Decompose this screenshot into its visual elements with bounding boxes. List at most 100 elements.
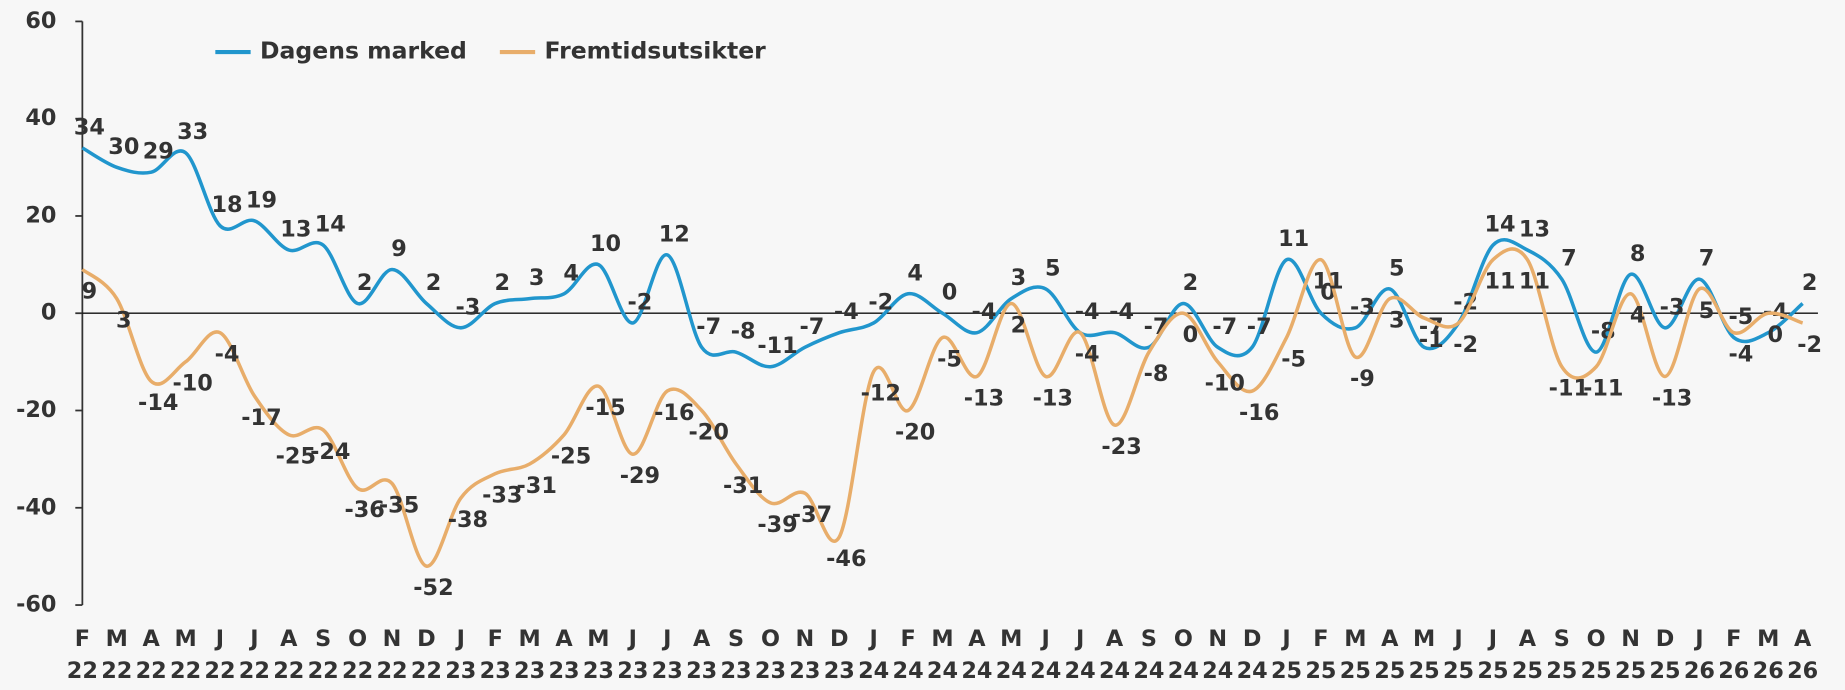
data-label: -7 [1212, 314, 1237, 340]
x-tick-label: A 22 [273, 626, 305, 684]
x-tick-label-box: J 26 [1684, 626, 1715, 684]
x-tick-label: J 25 [1270, 626, 1303, 684]
x-tick-label-box: J 25 [1477, 626, 1509, 684]
data-label: -15 [585, 395, 625, 421]
y-tick-label: 40 [25, 105, 56, 131]
x-tick-label-box: J 25 [1443, 626, 1475, 684]
x-tick-label-box: M 26 [1753, 626, 1784, 684]
data-label: 4 [1630, 303, 1646, 329]
x-tick-label-box: S 25 [1546, 626, 1577, 684]
x-tick-label: A 22 [135, 626, 167, 684]
x-tick-label-box: M 25 [1408, 626, 1440, 684]
x-tick-label: D 24 [1236, 626, 1268, 684]
x-tick-label: J 25 [1477, 626, 1509, 684]
data-label: -16 [1239, 400, 1279, 426]
x-tick-label: M 25 [1408, 626, 1440, 684]
x-tick-label: O 22 [342, 626, 374, 684]
data-label: 2 [1802, 270, 1818, 296]
x-tick-label: N 22 [376, 626, 408, 684]
x-tick-label: F 26 [1718, 626, 1750, 684]
data-label: -33 [482, 483, 522, 509]
data-label: 0 [1768, 322, 1784, 348]
x-tick-label-box: M 22 [170, 626, 202, 684]
x-tick-label: S 24 [1133, 626, 1165, 684]
x-tick-label: J 25 [1443, 626, 1475, 684]
data-label: 7 [1699, 246, 1715, 272]
data-label: 11 [1278, 226, 1309, 252]
x-tick-label: N 25 [1615, 626, 1647, 684]
x-tick-label: N 24 [1202, 626, 1234, 684]
data-label: -11 [1549, 376, 1589, 402]
x-tick-label-box: J 22 [204, 626, 235, 684]
data-label: 0 [942, 280, 958, 306]
data-label: 8 [1630, 241, 1646, 267]
legend-label: Fremtidsutsikter [545, 37, 767, 65]
x-tick-label-box: M 24 [927, 626, 958, 684]
data-label: -25 [276, 444, 316, 470]
series-line [81, 247, 1804, 568]
y-tick-label: 0 [41, 300, 57, 326]
x-tick-label: A 25 [1374, 626, 1406, 684]
data-label: 2 [495, 270, 511, 296]
data-label: -11 [757, 333, 797, 359]
data-label: -7 [696, 314, 721, 340]
data-label: -5 [1281, 346, 1306, 372]
data-label: -17 [241, 405, 281, 431]
data-label: 0 [1183, 322, 1199, 348]
data-label: 3 [1389, 307, 1405, 333]
x-tick-label-box: J 22 [238, 626, 270, 684]
legend-label: Dagens marked [260, 37, 467, 65]
y-tick-label: -20 [16, 397, 56, 423]
data-label: 2 [1011, 312, 1027, 338]
data-label: -20 [689, 419, 729, 445]
x-tick-label: D 22 [410, 626, 442, 684]
data-label: -4 [972, 299, 997, 325]
data-label: -13 [1033, 385, 1073, 411]
data-label: 5 [1389, 255, 1405, 281]
x-tick-label: J 24 [1030, 626, 1062, 684]
x-tick-label: M 23 [582, 626, 614, 684]
data-label: 11 [1312, 269, 1343, 295]
x-tick-label-box: A 24 [1099, 626, 1130, 684]
data-label: 14 [1485, 212, 1516, 238]
x-tick-label: A 23 [548, 626, 580, 684]
x-tick-label: J 24 [1064, 626, 1096, 684]
data-label: 13 [1519, 217, 1550, 243]
data-label: 11 [1485, 269, 1516, 295]
x-tick-label: M 25 [1339, 626, 1371, 684]
x-tick-label: O 23 [754, 626, 787, 684]
x-tick-label: A 26 [1787, 626, 1819, 684]
data-label: -2 [627, 289, 652, 315]
data-label: -11 [1583, 376, 1623, 402]
data-label: -10 [172, 371, 212, 397]
data-label: -37 [792, 502, 832, 528]
x-tick-label-box: O 23 [754, 626, 787, 684]
data-label: -4 [215, 342, 240, 368]
x-tick-label: M 22 [170, 626, 202, 684]
x-tick-label-box: D 22 [410, 626, 442, 684]
x-tick-label-box: A 24 [961, 626, 992, 684]
data-label: -7 [800, 314, 825, 340]
data-label: -2 [868, 289, 893, 315]
x-tick-label-box: S 23 [720, 626, 751, 684]
data-label: 30 [108, 134, 139, 160]
data-label: -31 [723, 473, 763, 499]
data-label: -46 [826, 546, 866, 572]
y-tick-label: 60 [25, 8, 56, 34]
x-tick-label-box: F 23 [480, 626, 511, 684]
data-label: 33 [177, 119, 208, 145]
x-tick-label: J 24 [858, 626, 890, 684]
data-label: 3 [116, 307, 132, 333]
series-line [81, 146, 1804, 369]
data-label: 19 [246, 187, 277, 213]
x-tick-label: J 22 [238, 626, 270, 684]
data-label: -24 [310, 439, 350, 465]
data-label: 11 [1519, 269, 1550, 295]
x-tick-label-box: A 25 [1512, 626, 1543, 684]
data-label: -38 [448, 507, 488, 533]
data-label: -4 [1075, 299, 1100, 325]
data-label: 14 [315, 212, 346, 238]
x-tick-label-box: A 25 [1374, 626, 1406, 684]
x-tick-label: S 22 [307, 626, 339, 684]
data-label: -3 [455, 294, 480, 320]
